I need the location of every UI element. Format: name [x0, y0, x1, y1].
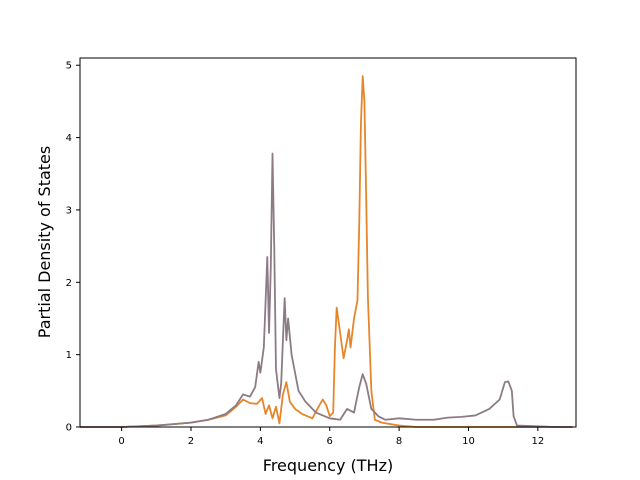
- x-axis-title: Frequency (THz): [263, 456, 393, 475]
- y-tick-label: 5: [66, 61, 72, 72]
- x-tick-label: 2: [188, 436, 194, 447]
- y-tick-label: 2: [66, 278, 72, 289]
- x-tick-label: 10: [462, 436, 475, 447]
- y-tick-label: 4: [66, 133, 72, 144]
- x-axis-ticks: 0 2 4 6 8 10 12: [118, 427, 544, 447]
- y-axis-title: Partial Density of States: [35, 146, 54, 338]
- series-line-2: [80, 152, 573, 428]
- x-tick-label: 4: [257, 436, 263, 447]
- y-tick-label: 3: [66, 205, 72, 216]
- series-line-1: [80, 75, 573, 428]
- x-tick-label: 12: [531, 436, 544, 447]
- x-tick-label: 6: [327, 436, 333, 447]
- y-tick-label: 1: [66, 350, 72, 361]
- plot-frame: [79, 57, 577, 428]
- y-axis-ticks: 0 1 2 3 4 5: [66, 61, 80, 434]
- x-tick-label: 0: [118, 436, 124, 447]
- series-layer: [80, 75, 573, 428]
- y-tick-label: 0: [66, 423, 72, 434]
- x-tick-label: 8: [396, 436, 402, 447]
